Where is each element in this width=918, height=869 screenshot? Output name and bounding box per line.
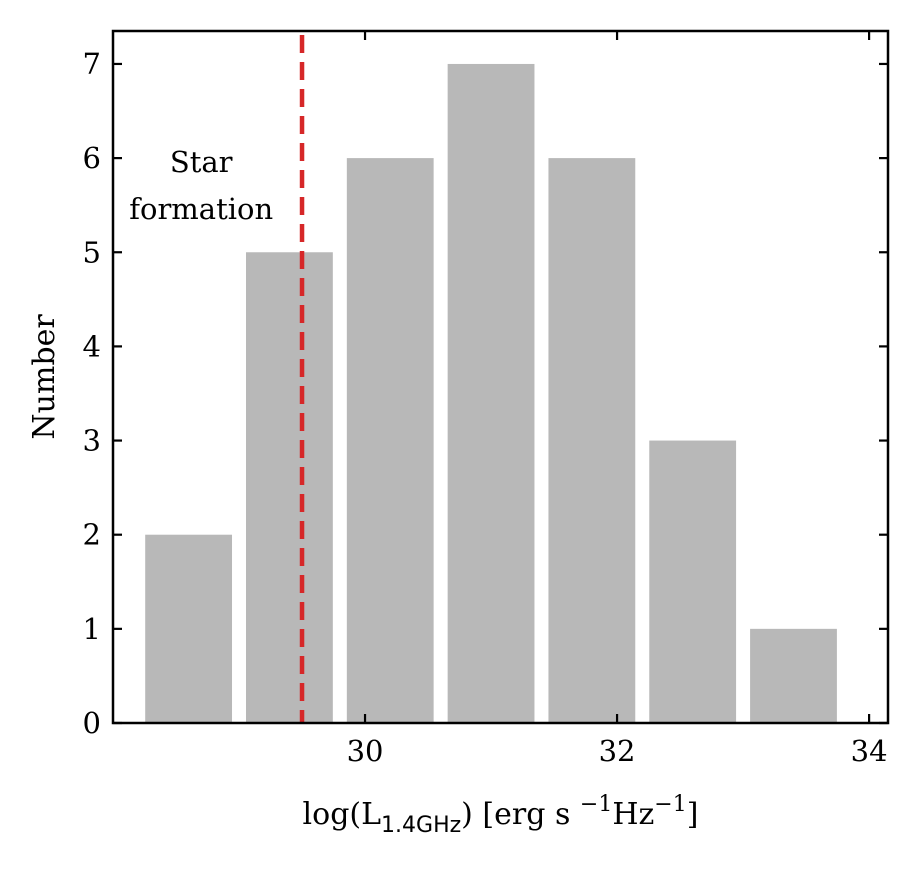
x-label-subscript: 1.4GHz (381, 813, 461, 838)
x-label-unit: Hz (612, 797, 654, 832)
x-tick-label: 34 (851, 734, 888, 768)
x-label-superscript-1: −1 (580, 792, 612, 817)
y-tick-label: 3 (83, 424, 101, 458)
histogram-bar (649, 440, 737, 723)
histogram-bar (346, 158, 434, 723)
x-label-prefix: log(L (303, 797, 382, 832)
plot-frame (111, 29, 890, 725)
annotation-layer: Star formation (129, 145, 273, 226)
y-tick-label: 2 (83, 518, 101, 552)
y-tick-label: 4 (83, 329, 101, 363)
y-tick-label: 6 (83, 141, 101, 175)
y-tick-label: 1 (83, 612, 101, 646)
histogram-bar (447, 63, 535, 723)
y-tick-label: 5 (83, 235, 101, 269)
y-axis-label: Number (27, 314, 62, 440)
axis-label-layer: Number log(L1.4GHz) [erg s −1Hz−1] (27, 314, 698, 838)
histogram-bar (548, 158, 636, 723)
y-tick-label: 7 (83, 47, 101, 81)
histogram-bar (750, 628, 837, 723)
annotation-line-2: formation (129, 192, 273, 226)
histogram-bar (246, 252, 333, 723)
annotation-line-1: Star (170, 145, 233, 179)
x-tick-label: 32 (599, 734, 636, 768)
y-tick-label: 0 (83, 706, 101, 740)
x-tick-label: 30 (347, 734, 384, 768)
x-label-suffix: ] (687, 797, 699, 832)
bars-layer (145, 63, 837, 723)
x-label-middle: ) [erg s (461, 797, 580, 832)
x-label-superscript-2: −1 (654, 792, 686, 817)
x-axis-label: log(L1.4GHz) [erg s −1Hz−1] (303, 792, 699, 838)
histogram-bar (145, 534, 233, 723)
